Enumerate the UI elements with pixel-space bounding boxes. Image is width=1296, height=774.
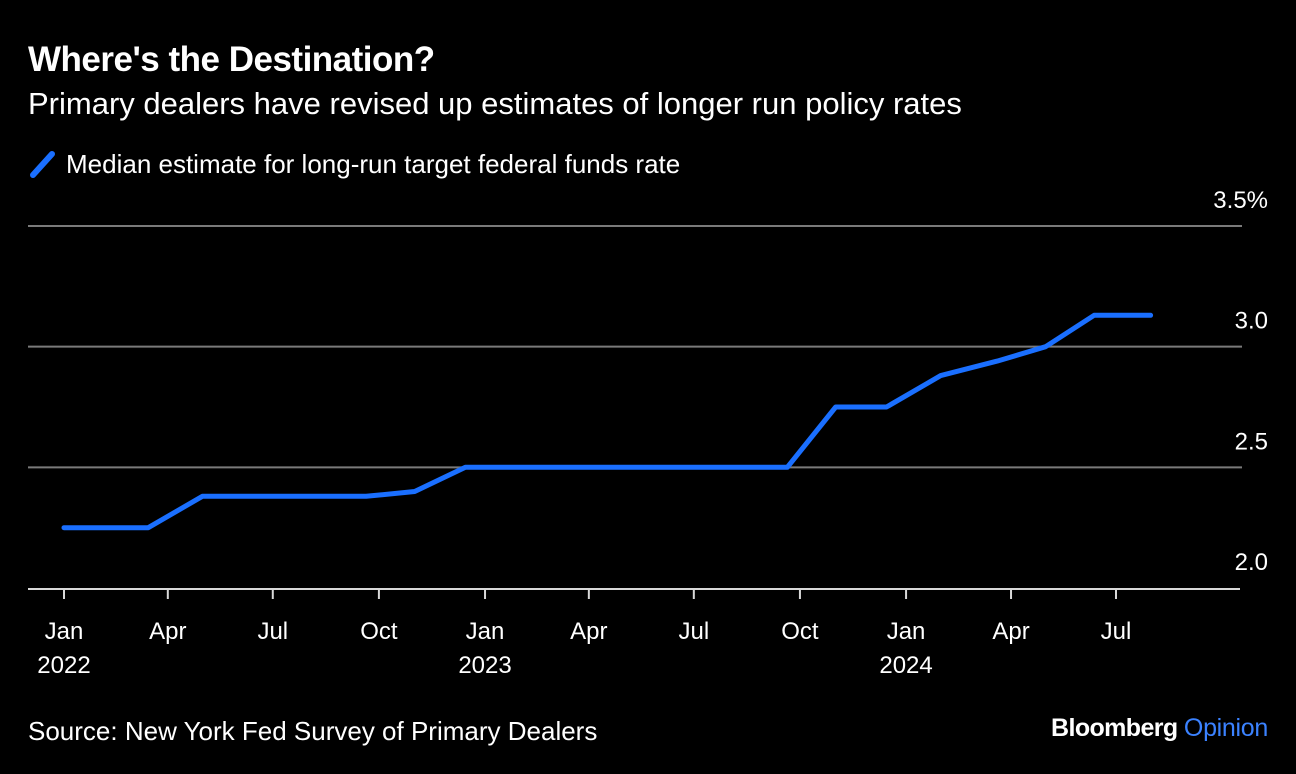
brand-logo: Bloomberg Opinion bbox=[1051, 714, 1268, 743]
x-tick-label: Jan bbox=[45, 618, 84, 645]
x-tick-label: Jul bbox=[678, 618, 709, 645]
y-tick-label: 2.0 bbox=[1235, 549, 1268, 576]
x-tick-year-label: 2022 bbox=[37, 652, 90, 679]
x-tick-label: Jan bbox=[887, 618, 926, 645]
x-tick-year-label: 2024 bbox=[879, 652, 932, 679]
x-tick-label: Apr bbox=[570, 618, 607, 645]
legend-label: Median estimate for long-run target fede… bbox=[66, 148, 681, 179]
chart-title: Where's the Destination? bbox=[28, 40, 435, 79]
legend-swatch-icon bbox=[30, 151, 55, 178]
x-tick-label: Oct bbox=[360, 618, 398, 645]
brand-secondary: Opinion bbox=[1183, 714, 1268, 742]
x-tick-label: Oct bbox=[781, 618, 819, 645]
brand-primary: Bloomberg bbox=[1051, 714, 1178, 742]
chart-legend: Median estimate for long-run target fede… bbox=[28, 146, 680, 182]
x-tick-year-label: 2023 bbox=[458, 652, 511, 679]
series-line bbox=[61, 312, 1154, 531]
x-tick-label: Jul bbox=[257, 618, 288, 645]
x-tick-label: Apr bbox=[149, 618, 186, 645]
y-tick-label: 3.0 bbox=[1235, 308, 1268, 335]
chart-subtitle: Primary dealers have revised up estimate… bbox=[28, 86, 962, 121]
y-tick-label: 3.5% bbox=[1213, 187, 1268, 214]
y-tick-label: 2.5 bbox=[1235, 428, 1268, 455]
x-tick-label: Jul bbox=[1101, 618, 1132, 645]
source-note: Source: New York Fed Survey of Primary D… bbox=[28, 716, 598, 746]
x-tick-label: Apr bbox=[992, 618, 1029, 645]
x-tick-label: Jan bbox=[466, 618, 505, 645]
